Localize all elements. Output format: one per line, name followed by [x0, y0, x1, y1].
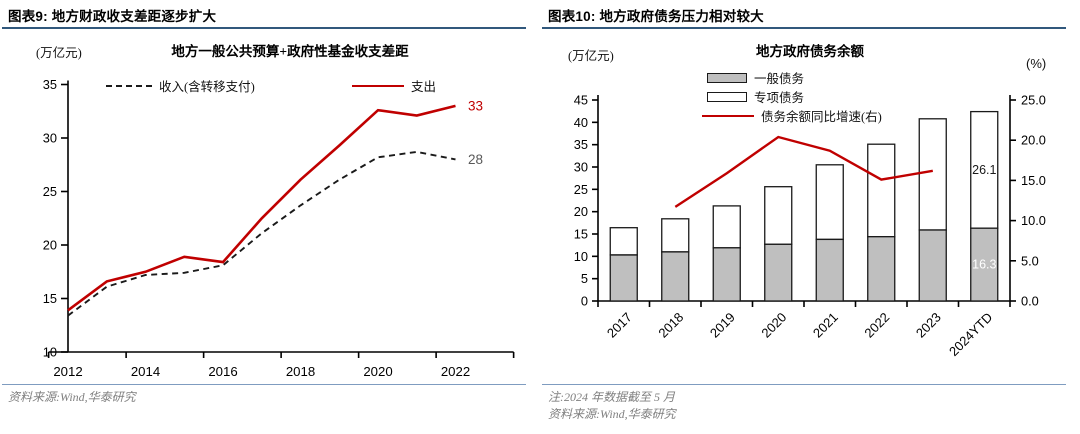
special-debt-bar: [609, 227, 638, 256]
x-category-label: 2024YTD: [946, 310, 995, 359]
special-debt-bar: [815, 164, 844, 241]
x-tick-label: 2022: [441, 364, 470, 379]
x-category-label: 2020: [758, 310, 789, 341]
expense-line: [67, 104, 456, 312]
figure9-unit-label: (万亿元): [36, 46, 82, 60]
left-tick-label: 25: [574, 182, 588, 197]
figure9-panel: 图表9: 地方财政收支差距逐步扩大 (万亿元) 地方一般公共预算+政府性基金收支…: [2, 5, 526, 406]
growth-line: [674, 135, 934, 208]
figure9-header: 图表9: 地方财政收支差距逐步扩大: [2, 5, 526, 29]
figure10-header-text: 图表10: 地方政府债务压力相对较大: [548, 9, 764, 24]
left-tick-label: 35: [574, 137, 588, 152]
general-debt-bar: [609, 254, 638, 302]
x-category-label: 2019: [707, 310, 738, 341]
right-tick-label: 5.0: [1021, 253, 1039, 268]
x-tick-label: 2012: [53, 364, 82, 379]
figure9-header-text: 图表9: 地方财政收支差距逐步扩大: [8, 9, 217, 24]
x-category-label: 2017: [604, 310, 635, 341]
figure10-unit-label-left: (万亿元): [568, 49, 614, 63]
left-tick-label: 30: [574, 160, 588, 175]
general-debt-bar: [764, 243, 793, 302]
figure9-chart-title: 地方一般公共预算+政府性基金收支差距: [171, 44, 409, 59]
bar-label-special: 26.1: [972, 163, 996, 177]
left-tick-label: 15: [574, 227, 588, 242]
x-category-label: 2022: [861, 310, 892, 341]
special-debt-bar: [661, 218, 690, 253]
y-tick-label: 25: [43, 184, 57, 199]
right-tick-label: 10.0: [1021, 213, 1046, 228]
general-debt-bar: [815, 238, 844, 302]
special-debt-bar: [712, 205, 741, 249]
income-line: [67, 150, 456, 317]
special-debt-bar: [970, 110, 999, 229]
figure9-footer: 资料来源:Wind,华泰研究: [2, 384, 526, 406]
y-tick-label: 15: [43, 291, 57, 306]
y-tick-label: 20: [43, 238, 57, 253]
figure10-chart-title: 地方政府债务余额: [756, 44, 864, 59]
general-debt-bar: [712, 247, 741, 302]
figure10-panel: 图表10: 地方政府债务压力相对较大 (万亿元) (%) 地方政府债务余额 一般…: [540, 0, 1080, 434]
bar-label-general: 16.3: [972, 258, 996, 272]
special-debt-bar: [867, 143, 896, 238]
figure10-note: 注:2024 年数据截至 5 月: [548, 390, 675, 404]
y-tick-label: 10: [43, 345, 57, 360]
left-tick-label: 10: [574, 249, 588, 264]
figure10-header: 图表10: 地方政府债务压力相对较大: [542, 5, 1066, 29]
general-debt-bar: [867, 236, 896, 302]
left-tick-label: 40: [574, 115, 588, 130]
figure10-footer: 注:2024 年数据截至 5 月 资料来源:Wind,华泰研究: [542, 384, 1066, 423]
left-tick-label: 45: [574, 93, 588, 108]
x-category-label: 2018: [655, 310, 686, 341]
figure9-source: 资料来源:Wind,华泰研究: [8, 390, 136, 404]
right-tick-label: 25.0: [1021, 93, 1046, 108]
right-tick-label: 0.0: [1021, 294, 1039, 309]
x-tick-label: 2020: [363, 364, 392, 379]
x-category-label: 2023: [913, 310, 944, 341]
x-tick-label: 2014: [131, 364, 160, 379]
left-tick-label: 5: [581, 271, 588, 286]
left-tick-label: 0: [581, 294, 588, 309]
y-tick-label: 30: [43, 131, 57, 146]
left-tick-label: 20: [574, 204, 588, 219]
special-debt-bar: [918, 118, 947, 231]
special-debt-bar: [764, 186, 793, 245]
figure10-unit-label-right: (%): [1026, 56, 1047, 71]
figure9-plot: 10 15 20 25 30 35 2012 2014 2016 2018 2020 2022 28 33: [43, 80, 515, 379]
right-tick-label: 15.0: [1021, 173, 1046, 188]
x-tick-label: 2016: [208, 364, 237, 379]
x-category-label: 2021: [810, 310, 841, 341]
general-debt-bar: [918, 229, 947, 302]
end-label-expense: 33: [468, 98, 483, 113]
general-debt-bar: [970, 227, 999, 302]
end-label-income: 28: [468, 152, 483, 167]
figure10-source: 资料来源:Wind,华泰研究: [548, 407, 676, 421]
general-debt-bar: [661, 251, 690, 302]
figure10-plot: 0 5 10 15 20 25 30 35 40 45 0.0 5.0 10.0 15.0 20.0 25.0…: [574, 93, 1046, 359]
y-tick-label: 35: [43, 80, 57, 92]
x-tick-label: 2018: [286, 364, 315, 379]
right-tick-label: 20.0: [1021, 133, 1046, 148]
